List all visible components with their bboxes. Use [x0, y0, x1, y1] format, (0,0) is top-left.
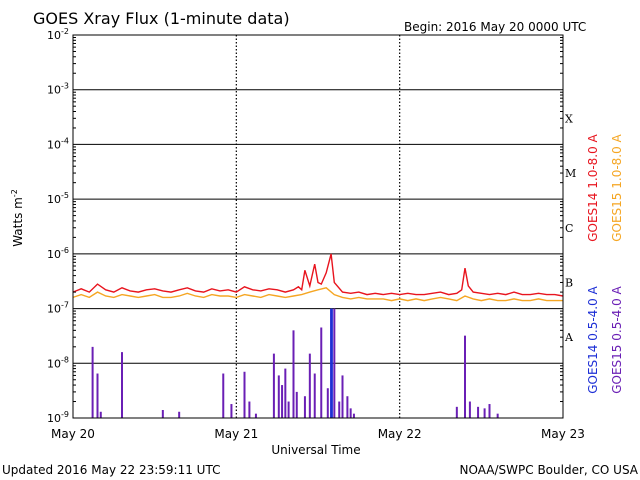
x-tick-label: May 22 — [378, 427, 422, 441]
y-tick-label: 10-6 — [47, 246, 69, 261]
flare-class-label: M — [565, 167, 576, 180]
plot-border — [72, 34, 564, 419]
begin-date: Begin: 2016 May 20 0000 UTC — [404, 20, 586, 34]
y-tick-label-base: 10 — [47, 193, 61, 206]
y-axis-ticks: 10-910-810-710-610-510-410-310-2 — [47, 27, 563, 425]
y-tick-label: 10-9 — [47, 410, 69, 425]
x-axis-ticks: May 20 May 21 May 22 May 23 — [51, 427, 585, 441]
x-tick-label: May 20 — [51, 427, 95, 441]
y-tick-label-base: 10 — [47, 357, 61, 370]
flare-class-label: B — [565, 276, 573, 289]
y-axis-label-base: Watts m — [11, 197, 25, 247]
long-wave-series-line — [72, 287, 563, 302]
y-tick-label-exp: -7 — [61, 301, 69, 310]
y-tick-label: 10-3 — [47, 82, 69, 97]
y-tick-label-exp: -5 — [61, 191, 69, 200]
flare-class-labels: A B C M X — [564, 112, 576, 344]
y-tick-label: 10-8 — [47, 355, 69, 370]
y-tick-label-base: 10 — [47, 138, 61, 151]
updated-timestamp: Updated 2016 May 22 23:59:11 UTC — [2, 463, 220, 477]
x-tick-label: May 21 — [214, 427, 258, 441]
legend-entry: GOES14 1.0-8.0 A — [586, 133, 600, 241]
y-tick-label: 10-4 — [47, 136, 69, 151]
data-series-layer — [72, 253, 564, 418]
y-axis-label: Watts m-2 — [10, 189, 25, 247]
y-tick-label-exp: -9 — [61, 410, 69, 419]
long-wave-series-line — [72, 253, 564, 297]
y-tick-label-exp: -4 — [61, 136, 69, 145]
y-tick-label: 10-2 — [47, 27, 69, 42]
flare-class-label: C — [565, 222, 573, 235]
y-tick-label-base: 10 — [47, 84, 61, 97]
legend: GOES14 1.0-8.0 A GOES15 1.0-8.0 A GOES14 0… — [586, 133, 624, 393]
y-tick-label-base: 10 — [47, 29, 61, 42]
x-tick-label: May 23 — [541, 427, 585, 441]
flare-class-label: A — [564, 331, 574, 344]
y-tick-label: 10-7 — [47, 301, 69, 316]
grid — [73, 34, 563, 419]
y-tick-label-exp: -8 — [61, 355, 69, 364]
chart-title: GOES Xray Flux (1-minute data) — [33, 9, 290, 28]
y-tick-label-exp: -3 — [61, 82, 69, 91]
legend-entry: GOES15 1.0-8.0 A — [610, 133, 624, 241]
legend-entry: GOES15 0.5-4.0 A — [610, 285, 624, 393]
plot-frame — [72, 34, 564, 419]
flare-class-label: X — [565, 112, 573, 125]
x-axis-label: Universal Time — [271, 443, 360, 457]
y-tick-label: 10-5 — [47, 191, 69, 206]
y-tick-label-exp: -6 — [61, 246, 69, 255]
y-tick-label-base: 10 — [47, 412, 61, 425]
y-tick-label-base: 10 — [47, 303, 61, 316]
credit: NOAA/SWPC Boulder, CO USA — [460, 463, 639, 477]
legend-entry: GOES14 0.5-4.0 A — [586, 285, 600, 393]
y-tick-label-base: 10 — [47, 248, 61, 261]
y-axis-label-exp: -2 — [10, 189, 19, 197]
y-tick-label-exp: -2 — [61, 27, 69, 36]
